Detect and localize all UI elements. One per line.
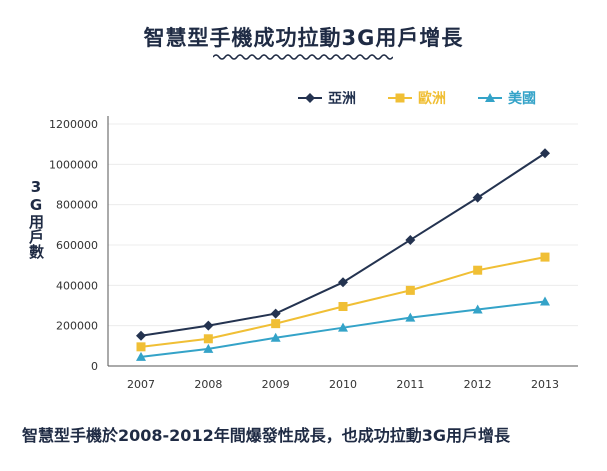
legend-marker [305,93,315,103]
data-point [405,312,416,322]
data-point [540,296,550,306]
series-line [140,256,546,348]
y-axis-label: 3G用戶數 [27,178,45,259]
legend-label: 亞洲 [328,91,356,107]
series-0 [136,148,550,341]
chart-title: 智慧型手機成功拉動3G用戶增長 [143,26,464,50]
data-point [472,192,483,203]
legend-label: 美國 [508,90,536,107]
data-point [473,265,483,275]
data-point [203,343,214,353]
legend-marker [485,93,495,102]
y-tick-label: 800000 [56,199,98,212]
y-tick-label: 1200000 [49,118,98,131]
y-tick-label: 0 [91,360,98,373]
series-1 [136,252,550,352]
x-tick-label: 2009 [262,378,290,391]
x-tick-label: 2008 [194,378,222,391]
data-point [405,234,416,245]
data-point [540,252,550,262]
data-point [338,322,348,332]
data-point [270,308,281,319]
data-point [203,320,214,331]
x-tick-label: 2007 [127,378,155,391]
series-2 [136,296,550,361]
x-tick-label: 2010 [329,378,357,391]
data-point [405,285,415,295]
x-tick-label: 2011 [396,378,424,391]
caption: 智慧型手機於2008-2012年間爆發性成長，也成功拉動3G用戶增長 [22,426,510,445]
x-tick-label: 2012 [464,378,492,391]
data-point [136,351,146,361]
data-point [136,342,146,352]
data-point [338,302,348,312]
data-point [270,332,281,342]
legend-marker [395,93,405,103]
data-point [472,304,483,314]
x-tick-label: 2013 [531,378,559,391]
y-tick-label: 200000 [56,320,98,333]
y-tick-label: 600000 [56,239,98,252]
y-tick-label: 400000 [56,279,98,292]
wave-divider [213,54,393,60]
y-tick-label: 1000000 [49,158,98,171]
data-point [338,277,348,288]
legend-label: 歐洲 [418,90,446,107]
data-point [203,334,213,344]
data-point [540,148,550,159]
data-point [136,330,146,341]
data-point [271,319,281,329]
